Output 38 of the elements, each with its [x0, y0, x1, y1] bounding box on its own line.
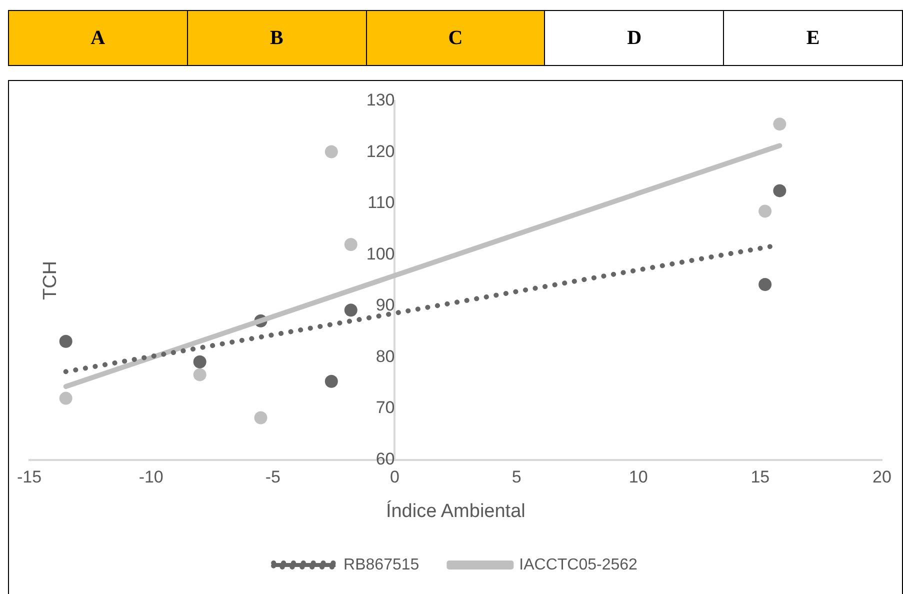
point	[758, 278, 772, 291]
point	[344, 304, 358, 317]
point	[758, 204, 772, 218]
y-tick-label: 100	[366, 244, 395, 264]
point	[324, 374, 338, 388]
x-tick-label: 0	[390, 468, 400, 487]
point	[59, 334, 72, 348]
text: A	[9, 11, 188, 65]
legend-label: RB867515	[344, 556, 420, 574]
y-tick-label: 90	[376, 296, 395, 315]
x-axis-title: Índice Ambiental	[386, 500, 526, 522]
point	[344, 238, 358, 252]
text: C	[366, 11, 546, 65]
y-tick-label: 110	[368, 193, 395, 212]
x-tick-label: 10	[628, 468, 648, 487]
x-tick-label: 15	[750, 468, 770, 487]
x-tick-label: -15	[16, 468, 42, 487]
x-tick-label: -5	[265, 468, 280, 487]
point	[59, 392, 72, 405]
x-tick-label: 20	[872, 468, 892, 487]
point	[773, 184, 786, 198]
y-tick-label: 70	[376, 398, 395, 418]
text: E	[805, 26, 821, 50]
y-tick-label: 80	[376, 346, 395, 366]
point	[254, 411, 268, 424]
x-tick-label: -10	[138, 468, 164, 487]
y-axis-title: TCH	[40, 260, 62, 300]
x-tick-label: 5	[512, 468, 522, 487]
text: B	[188, 11, 367, 65]
y-tick-label: 60	[376, 449, 395, 468]
point	[193, 368, 206, 382]
point	[193, 355, 206, 368]
legend-label: IACCTC05-2562	[519, 556, 638, 574]
text: D	[545, 11, 724, 65]
y-tick-label: 130	[366, 90, 395, 110]
point	[324, 145, 338, 158]
y-tick-label: 120	[366, 142, 395, 161]
point	[773, 118, 786, 131]
